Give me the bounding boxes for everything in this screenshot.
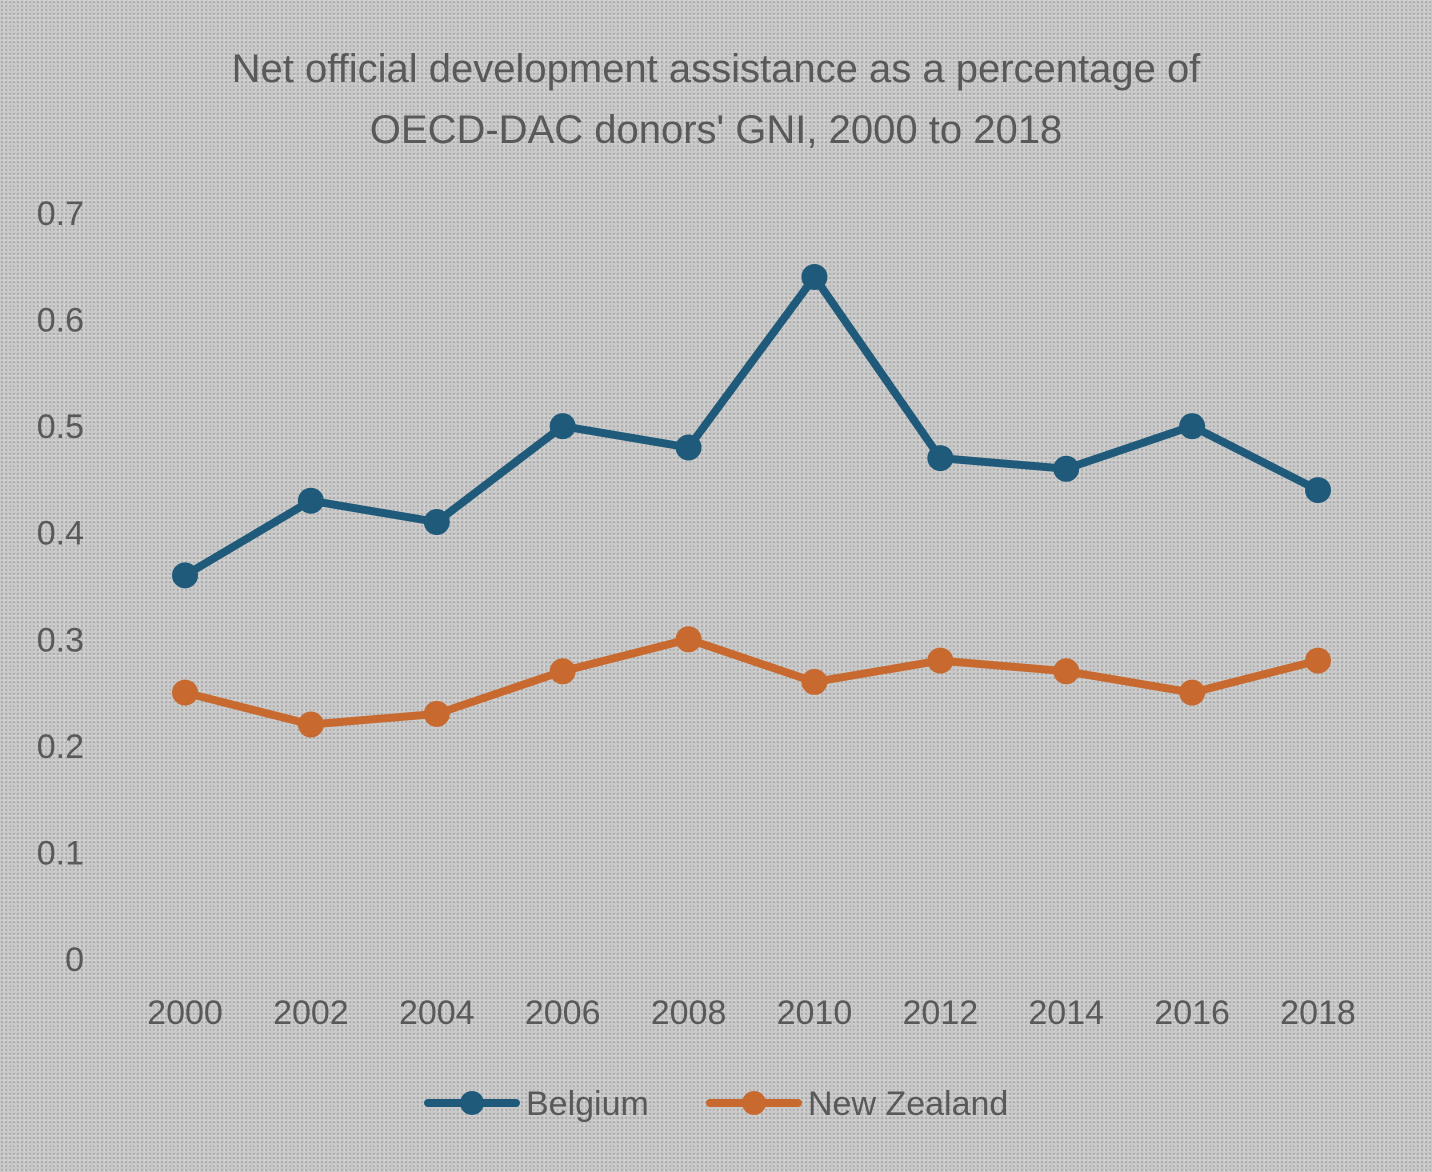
y-tick-label: 0.5 xyxy=(37,408,84,446)
x-tick-label: 2010 xyxy=(777,994,853,1032)
data-point[interactable] xyxy=(927,445,954,472)
legend-item-belgium[interactable]: Belgium xyxy=(424,1085,649,1123)
x-tick-label: 2016 xyxy=(1154,994,1230,1032)
data-point[interactable] xyxy=(1305,477,1331,504)
data-point[interactable] xyxy=(172,679,198,706)
x-tick-label: 2000 xyxy=(147,994,223,1032)
data-point[interactable] xyxy=(1305,647,1331,674)
series-new-zealand xyxy=(172,626,1331,738)
data-point[interactable] xyxy=(801,263,828,290)
x-tick-label: 2002 xyxy=(273,994,349,1032)
y-tick-label: 0.1 xyxy=(37,834,84,872)
data-point[interactable] xyxy=(423,700,450,727)
legend-label: New Zealand xyxy=(808,1085,1008,1123)
y-tick-label: 0.7 xyxy=(37,195,84,233)
data-point[interactable] xyxy=(423,509,450,536)
data-point[interactable] xyxy=(927,647,954,674)
chart-title-line-2: OECD-DAC donors' GNI, 2000 to 2018 xyxy=(370,108,1062,152)
chart-title: Net official development assistance as a… xyxy=(232,47,1202,152)
data-point[interactable] xyxy=(297,487,324,514)
series-line xyxy=(181,635,1322,729)
x-axis: 2000 2002 2004 2006 2008 2010 2012 2014 2016 2018 xyxy=(147,994,1356,1032)
data-point[interactable] xyxy=(675,434,702,461)
y-axis: 0 0.1 0.2 0.3 0.4 0.5 0.6 0.7 xyxy=(37,195,84,979)
y-tick-label: 0.2 xyxy=(37,728,84,766)
legend-item-new-zealand[interactable]: New Zealand xyxy=(706,1085,1008,1123)
data-point[interactable] xyxy=(549,658,576,685)
x-tick-label: 2012 xyxy=(903,994,979,1032)
data-point[interactable] xyxy=(1053,658,1080,685)
legend[interactable]: Belgium New Zealand xyxy=(424,1085,1008,1123)
data-point[interactable] xyxy=(1053,455,1080,482)
data-point[interactable] xyxy=(801,668,828,695)
y-tick-label: 0.4 xyxy=(37,515,84,553)
x-tick-label: 2018 xyxy=(1280,994,1356,1032)
legend-label: Belgium xyxy=(526,1085,649,1123)
x-tick-label: 2004 xyxy=(399,994,475,1032)
y-tick-label: 0.3 xyxy=(37,621,84,659)
y-tick-label: 0 xyxy=(65,941,84,979)
x-tick-label: 2008 xyxy=(651,994,727,1032)
x-tick-label: 2014 xyxy=(1028,994,1104,1032)
y-tick-label: 0.6 xyxy=(37,302,84,340)
data-point[interactable] xyxy=(549,413,576,440)
data-point[interactable] xyxy=(1179,679,1206,706)
data-point[interactable] xyxy=(172,562,198,589)
series-group xyxy=(172,263,1331,738)
chart-title-line-1: Net official development assistance as a… xyxy=(232,47,1202,91)
series-belgium xyxy=(172,263,1331,589)
data-point[interactable] xyxy=(297,711,324,738)
data-point[interactable] xyxy=(1179,413,1206,440)
legend-swatch-marker xyxy=(742,1091,766,1115)
x-tick-label: 2006 xyxy=(525,994,601,1032)
legend-swatch-marker xyxy=(460,1091,484,1115)
data-point[interactable] xyxy=(675,626,702,653)
series-line xyxy=(181,272,1322,580)
